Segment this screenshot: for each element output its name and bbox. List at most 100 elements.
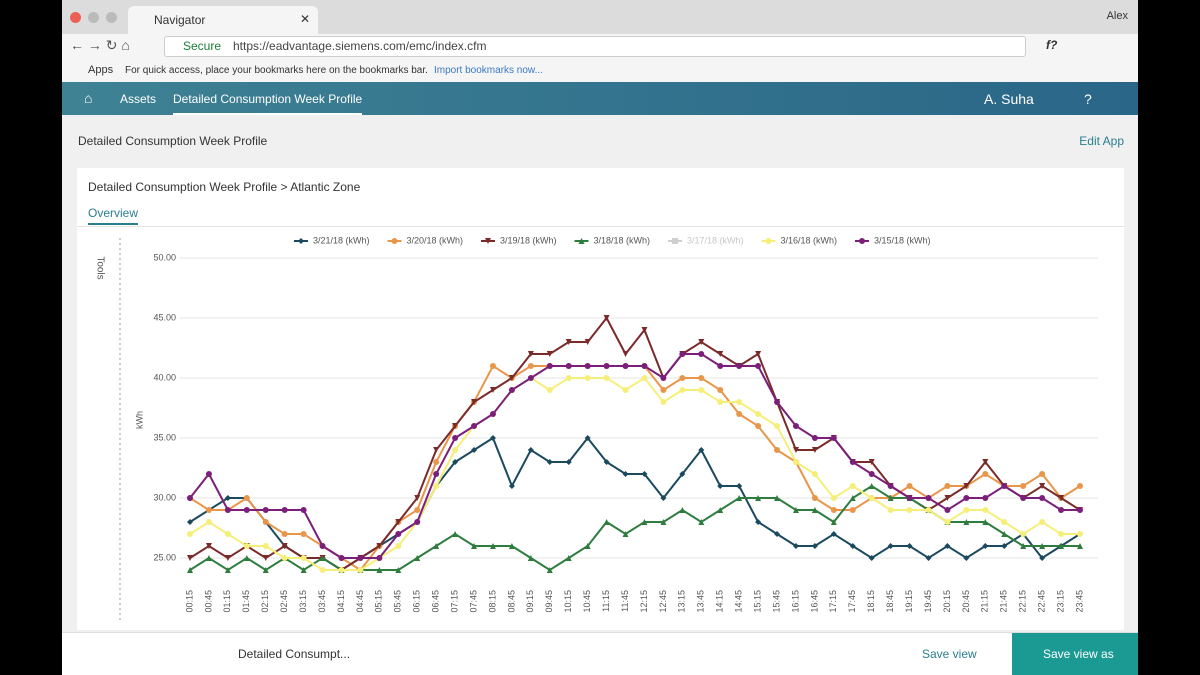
- data-point: [338, 555, 345, 561]
- save-view[interactable]: Save view: [922, 647, 977, 661]
- extension[interactable]: f?: [1046, 38, 1058, 52]
- data-point: [1039, 471, 1046, 477]
- help[interactable]: ?: [1084, 91, 1092, 107]
- data-point: [508, 387, 515, 393]
- data-point: [338, 567, 345, 573]
- tab-close[interactable]: ✕: [300, 12, 311, 26]
- x-tick-label: 12:15: [639, 590, 649, 613]
- data-point: [963, 495, 970, 501]
- data-point: [357, 567, 364, 573]
- legend-label[interactable]: 3/16/18 (kWh): [781, 235, 838, 245]
- x-tick-label: 08:45: [506, 590, 516, 613]
- y-tick-label: 35.00: [153, 432, 176, 442]
- apps[interactable]: Apps: [88, 64, 114, 76]
- data-point: [755, 363, 762, 369]
- edit-app[interactable]: Edit App: [1079, 134, 1124, 148]
- data-point: [262, 567, 269, 573]
- nav-assets[interactable]: Assets: [120, 92, 157, 106]
- tab-title: Navigator: [154, 13, 206, 27]
- data-point: [281, 543, 288, 549]
- x-tick-label: 23:45: [1074, 590, 1084, 613]
- tab-bar: Navigator ✕ Alex: [62, 0, 1138, 34]
- data-point: [698, 447, 705, 453]
- data-point: [433, 459, 440, 465]
- data-point: [300, 555, 307, 561]
- data-point: [1039, 519, 1046, 525]
- data-point: [868, 483, 875, 489]
- data-point: [641, 327, 648, 333]
- legend-label[interactable]: 3/15/18 (kWh): [874, 235, 931, 245]
- data-point: [906, 483, 913, 489]
- data-point: [774, 399, 781, 405]
- data-point: [698, 351, 705, 357]
- data-point: [395, 519, 402, 525]
- overview-tab[interactable]: Overview: [88, 206, 139, 225]
- legend-marker: [578, 238, 585, 244]
- data-point: [584, 435, 591, 441]
- x-tick-label: 15:15: [752, 590, 762, 613]
- data-point: [849, 459, 856, 465]
- x-tick-label: 01:15: [222, 590, 232, 613]
- page-title: Detailed Consumption Week Profile: [78, 134, 268, 148]
- data-point: [187, 495, 193, 501]
- data-point: [546, 459, 553, 465]
- data-point: [527, 351, 534, 357]
- data-point: [1020, 495, 1027, 501]
- data-point: [300, 507, 307, 513]
- save-view-as-button[interactable]: Save view as: [1012, 633, 1138, 675]
- data-point: [224, 531, 231, 537]
- data-point: [205, 519, 212, 525]
- data-point: [433, 471, 440, 477]
- data-point: [887, 507, 894, 513]
- x-tick-label: 19:45: [923, 590, 933, 613]
- data-point: [698, 519, 705, 525]
- legend-label[interactable]: 3/20/18 (kWh): [407, 235, 464, 245]
- data-point: [319, 567, 326, 573]
- data-point: [660, 387, 667, 393]
- data-point: [414, 555, 421, 561]
- data-point: [830, 507, 837, 513]
- tools-label[interactable]: Tools: [94, 256, 105, 279]
- data-point: [811, 435, 818, 441]
- data-point: [660, 375, 667, 381]
- data-point: [471, 423, 478, 429]
- omnibox[interactable]: Secure https://eadvantage.siemens.com/em…: [164, 36, 1026, 57]
- data-point: [546, 363, 553, 369]
- series-line: [189, 436, 1081, 572]
- x-tick-label: 03:45: [317, 590, 327, 613]
- user[interactable]: A. Suha: [984, 91, 1034, 107]
- import-bookmarks[interactable]: Import bookmarks now...: [434, 65, 543, 76]
- data-point: [281, 531, 288, 537]
- tab[interactable]: Navigator ✕: [128, 6, 318, 34]
- data-point: [755, 411, 762, 417]
- legend-label[interactable]: 3/18/18 (kWh): [594, 235, 651, 245]
- data-point: [717, 363, 724, 369]
- data-point: [963, 555, 970, 561]
- nav-buttons[interactable]: ← → ↻ ⌂: [70, 37, 130, 53]
- x-tick-label: 17:15: [828, 590, 838, 613]
- home[interactable]: ⌂: [84, 90, 93, 106]
- data-point: [452, 459, 459, 465]
- data-point: [849, 495, 856, 501]
- data-point: [717, 351, 724, 357]
- window-controls[interactable]: [70, 12, 120, 24]
- data-point: [792, 507, 799, 513]
- data-point: [281, 507, 288, 513]
- data-point: [395, 543, 402, 549]
- x-tick-label: 22:15: [1018, 590, 1028, 613]
- data-point: [982, 543, 989, 549]
- nav-active[interactable]: Detailed Consumption Week Profile: [173, 92, 363, 115]
- data-point: [830, 531, 837, 537]
- data-point: [527, 555, 534, 561]
- legend-label[interactable]: 3/17/18 (kWh): [687, 235, 744, 245]
- data-point: [603, 459, 610, 465]
- profile[interactable]: Alex: [1106, 10, 1128, 22]
- data-point: [565, 339, 572, 345]
- legend-label[interactable]: 3/19/18 (kWh): [500, 235, 557, 245]
- data-point: [1058, 507, 1065, 513]
- x-tick-label: 16:15: [790, 590, 800, 613]
- x-tick-label: 00:45: [203, 590, 213, 613]
- legend-label[interactable]: 3/21/18 (kWh): [313, 235, 370, 245]
- data-point: [1077, 483, 1083, 489]
- data-point: [452, 423, 459, 429]
